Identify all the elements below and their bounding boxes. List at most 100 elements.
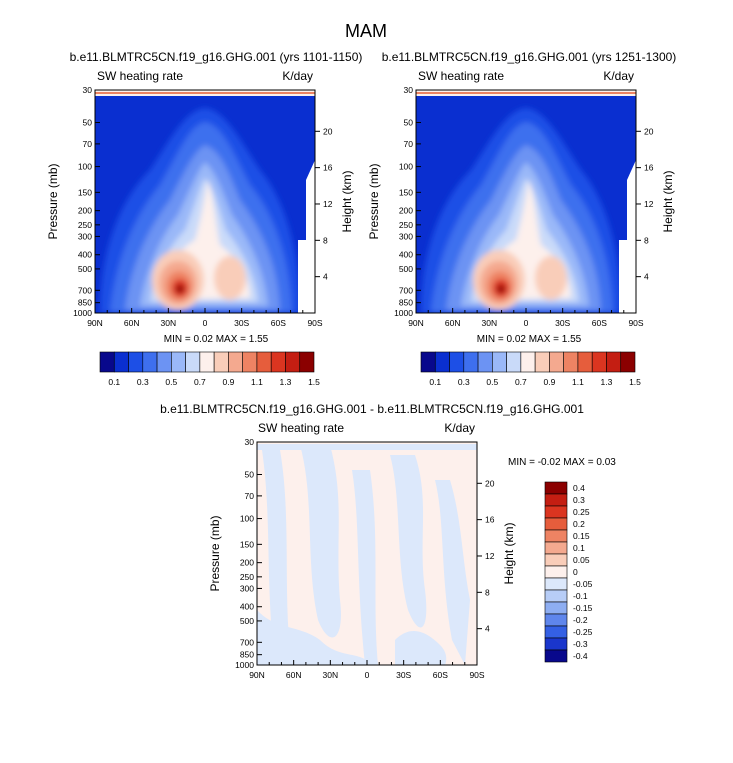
colorbar-label: 1.5: [308, 377, 320, 387]
panel-1-title: b.e11.BLMTRC5CN.f19_g16.GHG.001 (yrs 110…: [70, 50, 363, 64]
colorbar-label: 1.3: [280, 377, 292, 387]
x-tick-label: 90N: [408, 318, 424, 328]
field-neg-area-7: [395, 630, 447, 665]
field-missing-region: [619, 160, 636, 313]
y-tick-label: 250: [78, 220, 92, 230]
colorbar-label: 0.9: [543, 377, 555, 387]
colorbar-label: 0.7: [194, 377, 206, 387]
colorbar-label: 1.3: [601, 377, 613, 387]
panel-3-contour-field: [257, 442, 477, 665]
y-tick-label: 50: [404, 117, 414, 127]
x-tick-label: 90N: [249, 670, 265, 680]
y-tick-label: 700: [240, 637, 254, 647]
colorbar-label: 1.5: [629, 377, 641, 387]
y-tick-label: 400: [240, 602, 254, 612]
colorbar-swatch: [113, 351, 129, 373]
x-tick-label: 30S: [234, 318, 249, 328]
colorbar-swatch: [420, 351, 436, 373]
colorbar-swatch: [606, 351, 622, 373]
colorbar-swatch: [544, 505, 568, 519]
y-tick-label: 50: [83, 117, 93, 127]
colorbar-swatch: [285, 351, 301, 373]
y-tick-label: 1000: [235, 660, 254, 670]
colorbar-label: 0.1: [108, 377, 120, 387]
y2-tick-label: 4: [485, 624, 490, 634]
colorbar-label: 0.4: [573, 483, 585, 493]
colorbar-swatch: [544, 481, 568, 495]
panel-3-right-label: K/day: [444, 421, 475, 435]
x-tick-label: 60S: [433, 670, 448, 680]
x-tick-label: 0: [524, 318, 529, 328]
y-axis-title: Pressure (mb): [208, 515, 222, 591]
x-tick-label: 90S: [628, 318, 643, 328]
colorbar-swatch: [270, 351, 286, 373]
panel-1-contour-field: [95, 90, 315, 313]
chart-panel-3: b.e11.BLMTRC5CN.f19_g16.GHG.001 - b.e11.…: [160, 402, 616, 680]
colorbar-swatch: [242, 351, 258, 373]
field-neg-area-4: [390, 455, 427, 628]
colorbar-label: 0: [573, 567, 578, 577]
colorbar-swatch: [449, 351, 465, 373]
y2-tick-label: 8: [323, 235, 328, 245]
colorbar-swatch: [544, 553, 568, 567]
y-tick-label: 850: [78, 298, 92, 308]
panel-2-axes: 90N 60N 30N 0 30S 60S 90S 30 50 70 100 150 200 250300…: [367, 85, 675, 328]
colorbar-swatch: [544, 493, 568, 507]
y2-tick-label: 12: [323, 199, 333, 209]
page-title: MAM: [345, 21, 387, 41]
colorbar-label: 0.1: [573, 543, 585, 553]
y-tick-label: 100: [240, 514, 254, 524]
y-tick-label: 70: [83, 139, 93, 149]
colorbar-swatch: [506, 351, 522, 373]
panel-3-colorbar: 0.4 0.3 0.25 0.2 0.15 0.1 0.05 0 -0.05 -0.1 -0.15 -…: [544, 481, 593, 663]
field-neg-area-2: [300, 445, 341, 638]
y2-tick-label: 16: [485, 515, 495, 525]
colorbar-swatch: [544, 589, 568, 603]
colorbar-swatch: [463, 351, 479, 373]
colorbar-swatch: [199, 351, 215, 373]
colorbar-label: 1.1: [572, 377, 584, 387]
y-tick-label: 500: [240, 616, 254, 626]
x-tick-label: 0: [203, 318, 208, 328]
y-tick-label: 30: [404, 85, 414, 95]
colorbar-swatch: [534, 351, 550, 373]
panel-3-axes: 90N 60N 30N 0 30S 60S 90S 30 50 70 100 150 200 250300…: [208, 437, 516, 680]
y2-tick-label: 16: [323, 163, 333, 173]
colorbar-swatch: [544, 637, 568, 651]
y2-tick-label: 12: [485, 551, 495, 561]
field-top-strip-core: [416, 92, 636, 94]
panel-2-contour-field: [416, 90, 636, 313]
x-tick-label: 30S: [555, 318, 570, 328]
x-tick-label: 30N: [323, 670, 339, 680]
field-missing-region: [298, 160, 315, 313]
field-top-strip-core: [95, 92, 315, 94]
panel-1-left-label: SW heating rate: [97, 69, 183, 83]
y-axis-title: Pressure (mb): [46, 163, 60, 239]
y2-tick-label: 20: [644, 126, 654, 136]
y-tick-label: 700: [78, 285, 92, 295]
y-tick-label: 250: [399, 220, 413, 230]
y-tick-label: 1000: [73, 308, 92, 318]
y-tick-label: 300: [399, 231, 413, 241]
y-tick-label: 50: [245, 469, 255, 479]
panel-2-colorbar: 0.1 0.3 0.5 0.7 0.9 1.1 1.3 1.5: [420, 351, 641, 387]
y2-tick-label: 4: [644, 272, 649, 282]
colorbar-label: 0.7: [515, 377, 527, 387]
colorbar-swatch: [492, 351, 507, 373]
y-tick-label: 250: [240, 572, 254, 582]
panel-3-title: b.e11.BLMTRC5CN.f19_g16.GHG.001 - b.e11.…: [160, 402, 584, 416]
colorbar-label: 0.25: [573, 507, 590, 517]
y-tick-label: 300: [240, 583, 254, 593]
colorbar-label: 0.9: [222, 377, 234, 387]
colorbar-label: -0.3: [573, 639, 588, 649]
colorbar-label: 0.2: [573, 519, 585, 529]
colorbar-swatch: [620, 351, 636, 373]
colorbar-swatch: [185, 351, 201, 373]
panel-3-stats: MIN = -0.02 MAX = 0.03: [508, 457, 616, 468]
colorbar-label: 0.3: [137, 377, 149, 387]
colorbar-swatch: [563, 351, 579, 373]
panel-1-right-label: K/day: [282, 69, 313, 83]
colorbar-swatch: [544, 529, 568, 543]
field-neg-area-3: [352, 470, 378, 665]
y2-axis-title: Height (km): [340, 170, 354, 232]
